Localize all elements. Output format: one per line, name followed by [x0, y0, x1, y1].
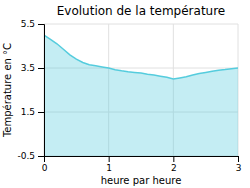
tick-label: 3.5	[21, 63, 35, 73]
plot: 0 1 2 3 -0.5 1.5 3.5 5.5	[17, 19, 241, 173]
tick: 2	[171, 156, 177, 173]
tick-mark	[38, 68, 44, 69]
tick: 3	[236, 156, 242, 173]
axis-line	[38, 25, 45, 157]
tick: 3.5	[21, 63, 44, 73]
chart: 0 1 2 3 -0.5 1.5 3.5 5.5 Evolution de la tempéra…	[0, 0, 250, 188]
tick: 5.5	[21, 19, 44, 29]
tick-label: 5.5	[21, 19, 35, 29]
axis-line	[45, 157, 239, 163]
tick-mark	[238, 156, 239, 162]
tick-mark	[38, 156, 44, 157]
area	[44, 35, 238, 156]
tick: -0.5	[17, 151, 44, 161]
y-axis-title: Température en °C	[2, 43, 13, 138]
tick: 0	[42, 156, 48, 173]
tick-label: 3	[236, 163, 242, 173]
tick-mark	[38, 24, 44, 25]
marks	[44, 35, 238, 156]
tick: 1	[106, 156, 112, 173]
tick-label: 0	[42, 163, 48, 173]
y-axis: -0.5 1.5 3.5 5.5	[17, 19, 44, 161]
x-axis-title: heure par heure	[101, 175, 182, 186]
tick-mark	[38, 112, 44, 113]
tick-mark	[173, 156, 174, 162]
title: Evolution de la température	[57, 4, 226, 18]
tick-label: 2	[171, 163, 177, 173]
x-axis: 0 1 2 3	[42, 156, 242, 173]
tick-label: 1	[106, 163, 112, 173]
tick-label: -0.5	[17, 151, 35, 161]
tick-mark	[109, 156, 110, 162]
line	[44, 35, 238, 79]
tick: 1.5	[21, 107, 44, 117]
grid-line-y	[44, 24, 238, 25]
tick-label: 1.5	[21, 107, 35, 117]
grid	[44, 24, 238, 156]
